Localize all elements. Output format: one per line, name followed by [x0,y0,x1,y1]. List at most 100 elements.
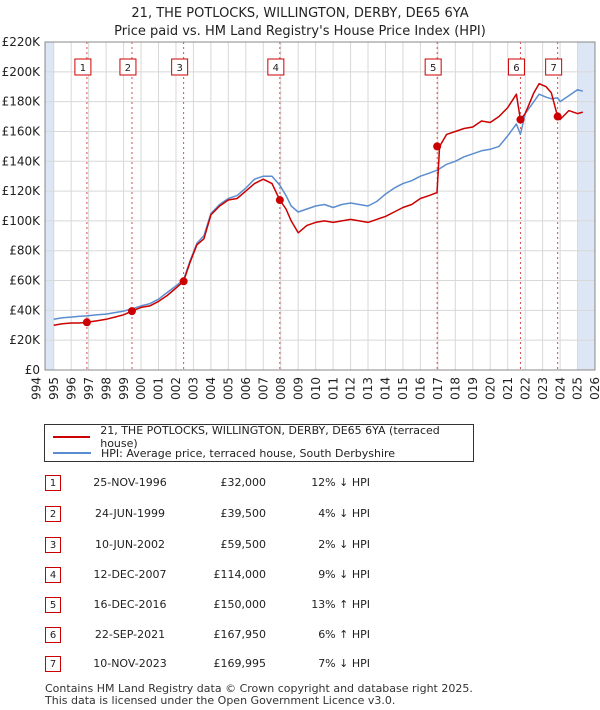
x-tick-label: 2013 [361,377,375,400]
marker-label: 6 [513,63,519,74]
x-tick-label: 2015 [396,377,410,400]
hpi-line [53,88,584,321]
x-tick-label: 2024 [553,377,567,400]
transaction-price: £150,000 [213,598,267,611]
marker-label: 1 [80,63,86,74]
marker-label-box [171,58,189,76]
y-tick-label: £20K [9,333,41,347]
marker-label-box [74,58,92,76]
table-row: 3 10-JUN-2002 £59,500 2% ↓ HPI [0,536,600,556]
y-tick-label: £0 [25,363,40,377]
transaction-hpi: 13% ↑ HPI [311,598,370,611]
marker-label: 7 [550,63,556,74]
transaction-date: 12-DEC-2007 [93,568,167,581]
x-tick-label: 1994 [29,377,43,400]
transaction-hpi: 6% ↑ HPI [318,628,370,641]
transaction-price: £114,000 [213,568,267,581]
x-tick-label: 2023 [536,377,550,400]
marker-label: 3 [176,63,182,74]
x-tick-label: 2017 [431,377,445,400]
transaction-number: 6 [45,627,61,643]
y-tick-label: £100K [2,214,42,228]
property-price-line [53,82,584,327]
transaction-hpi: 4% ↓ HPI [318,507,370,520]
x-tick-label: 2010 [309,377,323,400]
x-tick-label: 2003 [187,377,201,400]
x-tick-label: 2016 [414,377,428,400]
transaction-hpi: 12% ↓ HPI [311,476,370,489]
transaction-hpi: 9% ↓ HPI [318,568,370,581]
sale-point [179,277,188,286]
transaction-date: 16-DEC-2016 [93,598,167,611]
x-tick-label: 2007 [256,377,270,400]
x-tick-label: 2012 [344,377,358,400]
x-tick-label: 2019 [466,377,480,400]
x-tick-label: 2009 [291,377,305,400]
x-tick-label: 2020 [483,377,497,400]
marker-label-box [507,58,525,76]
marker-label: 5 [430,63,436,74]
plot-border [44,41,596,371]
transaction-price: £39,500 [220,507,267,520]
transaction-number: 3 [45,537,61,553]
y-tick-label: £140K [2,154,42,168]
transaction-price: £169,995 [213,657,267,670]
marker-label-box [119,58,137,76]
x-tick-label: 2018 [449,377,463,400]
marker-label-box [267,58,285,76]
y-tick-label: £40K [9,303,41,317]
y-tick-label: £200K [2,65,42,79]
legend-label-property: 21, THE POTLOCKS, WILLINGTON, DERBY, DE6… [100,424,440,450]
legend-swatch-hpi [53,452,91,454]
table-row: 5 16-DEC-2016 £150,000 13% ↑ HPI [0,596,600,616]
transaction-number: 1 [45,475,61,491]
footer-copyright: Contains HM Land Registry data © Crown c… [45,682,473,695]
marker-label-box [424,58,442,76]
x-tick-label: 2002 [169,377,183,400]
y-tick-label: £220K [2,35,42,49]
transaction-date: 10-NOV-2023 [93,657,167,670]
marker-label-box [545,58,563,76]
x-tick-label: 2000 [134,377,148,400]
legend-label-hpi: HPI: Average price, terraced house, Sout… [101,446,396,460]
sale-point [127,307,136,316]
marker-label: 2 [125,63,131,74]
footer-licence: This data is licensed under the Open Gov… [45,694,396,707]
x-tick-label: 2006 [239,377,253,400]
transaction-hpi: 7% ↓ HPI [318,657,370,670]
marker-label: 4 [273,63,279,74]
shaded-region [45,42,54,370]
x-tick-label: 1995 [47,377,61,400]
x-tick-label: 2022 [518,377,532,400]
transaction-number: 7 [45,656,61,672]
transaction-number: 5 [45,597,61,613]
table-row: 1 25-NOV-1996 £32,000 12% ↓ HPI [0,474,600,494]
transaction-number: 2 [45,506,61,522]
transaction-hpi: 2% ↓ HPI [318,538,370,551]
transaction-number: 4 [45,567,61,583]
y-tick-label: £180K [2,95,42,109]
chart-subtitle: Price paid vs. HM Land Registry's House … [114,24,486,39]
sale-point [82,318,91,327]
sale-point [553,112,562,121]
x-tick-label: 2026 [588,377,600,400]
transaction-date: 10-JUN-2002 [94,538,166,551]
transaction-price: £32,000 [220,476,267,489]
transaction-date: 24-JUN-1999 [94,507,166,520]
transaction-price: £167,950 [213,628,267,641]
legend: 21, THE POTLOCKS, WILLINGTON, DERBY, DE6… [44,424,474,462]
x-tick-label: 1998 [99,377,113,400]
table-row: 6 22-SEP-2021 £167,950 6% ↑ HPI [0,626,600,646]
x-tick-label: 2005 [222,377,236,400]
legend-item-hpi: HPI: Average price, terraced house, Sout… [53,446,395,460]
transaction-price: £59,500 [220,538,267,551]
table-row: 7 10-NOV-2023 £169,995 7% ↓ HPI [0,655,600,675]
legend-swatch-property [53,436,91,438]
x-tick-label: 2021 [501,377,515,400]
price-chart: £0 £20K £40K £60K £80K £100K £120K £140K £160K £1… [2,35,600,400]
x-tick-label: 1999 [117,377,131,400]
y-tick-label: £120K [2,184,42,198]
y-tick-label: £80K [9,244,41,258]
chart-title: 21, THE POTLOCKS, WILLINGTON, DERBY, DE6… [131,6,469,21]
y-tick-label: £160K [2,124,42,138]
